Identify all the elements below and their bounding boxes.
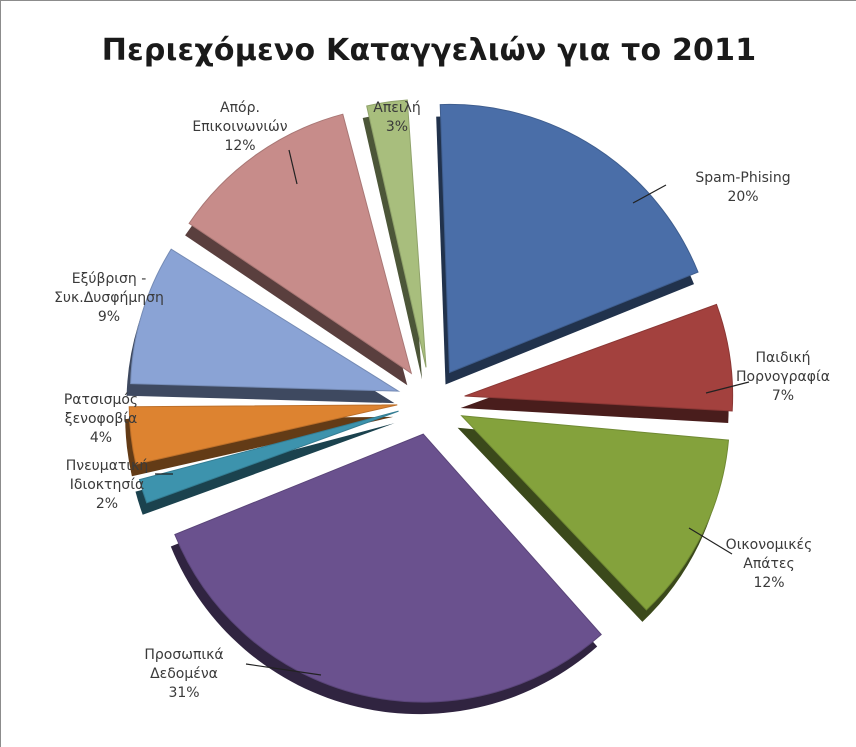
pie-slice-3 — [174, 433, 602, 703]
slice-label-6: Εξύβριση -Συκ.Δυσφήμηση 9% — [54, 271, 164, 325]
leader-line-3 — [245, 663, 322, 676]
slice-label-3: Προσωπικά Δεδομένα 31% — [144, 647, 223, 701]
slice-label-8: Απειλή 3% — [373, 100, 420, 135]
leader-line-7 — [288, 149, 298, 185]
slice-depth-4 — [135, 423, 395, 515]
slice-label-1: Παιδική Πορνογραφία 7% — [736, 350, 830, 404]
leader-line-1 — [705, 381, 750, 394]
pie-slice-6 — [130, 248, 401, 392]
chart-title: Περιεχόμενο Καταγγελιών για το 2011 — [101, 33, 757, 68]
pie-slice-0 — [439, 103, 699, 374]
label-layer: Spam-Phising 20% Παιδική Πορνογραφία 7% Οικον… — [54, 100, 830, 701]
slice-label-7: Απόρ. Επικοινωνιών 12% — [192, 100, 287, 154]
pie-slice-7 — [188, 113, 413, 375]
pie-slice-8 — [366, 99, 427, 368]
pie-slice-1 — [464, 303, 734, 412]
pie-slice-4 — [138, 410, 399, 504]
slice-label-2: Οικονομικές Απάτες 12% — [726, 537, 813, 591]
slice-label-4: Πνευματική Ιδιοκτησία 2% — [66, 458, 148, 512]
pie-slice-5 — [128, 404, 398, 465]
leader-line-0 — [632, 184, 667, 204]
slice-label-5: Ρατσισμός ξενοφοβία 4% — [64, 392, 138, 446]
slice-face-layer — [128, 99, 734, 703]
pie-slice-2 — [460, 415, 730, 611]
slice-label-0: Spam-Phising 20% — [695, 170, 790, 205]
leader-line-2 — [688, 527, 733, 555]
